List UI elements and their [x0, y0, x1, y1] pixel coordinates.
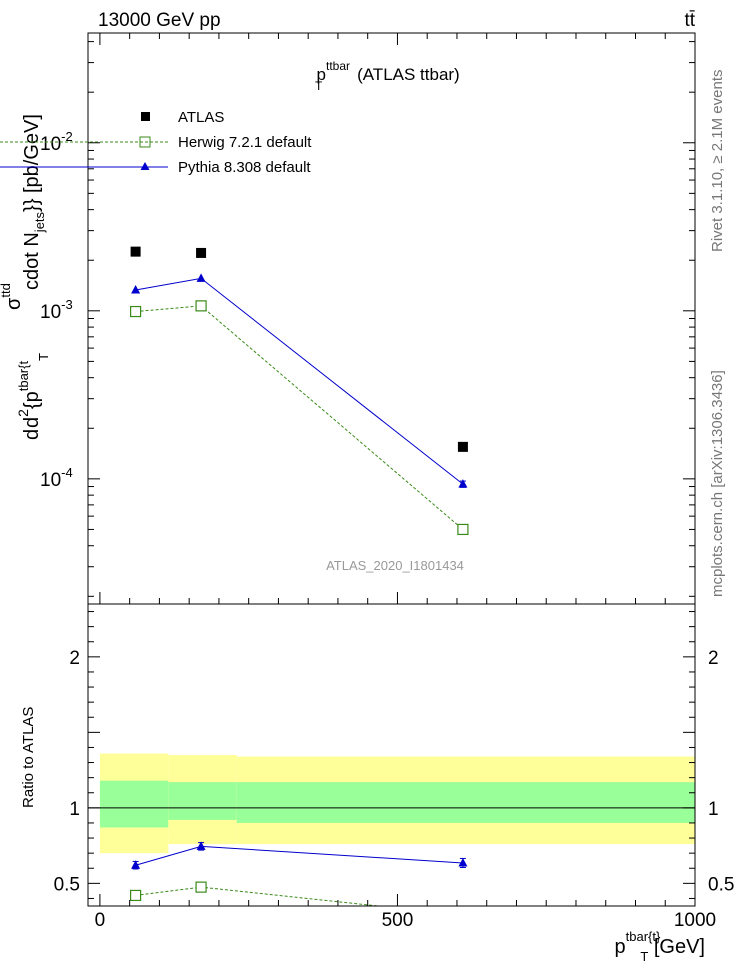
main-herwig-point: [130, 305, 142, 318]
legend: ATLAS Herwig 7.2.1 default Pythia 8.308 …: [0, 109, 312, 176]
header-left: 13000 GeV pp: [98, 10, 221, 31]
main-pythia-point: [196, 273, 206, 282]
legend-herwig-marker: [139, 136, 151, 148]
main-atlas-point: [196, 247, 207, 258]
ratio-y-tick-label-right: 2: [708, 648, 719, 669]
ratio-y-tick-label: 2: [69, 648, 80, 669]
ratio-herwig-point: [130, 889, 142, 902]
svg-text:σttd: σttd: [0, 283, 25, 310]
legend-pythia-marker: [140, 162, 150, 170]
ratio-pythia-point: [458, 857, 468, 867]
svg-text:d: d: [21, 429, 43, 440]
ratio-pythia-point: [196, 841, 206, 850]
main-herwig-line: [135, 305, 464, 530]
ratio-y-tick-label-right: 1: [708, 799, 719, 820]
band-inner-0: [99, 780, 169, 828]
main-atlas-point: [457, 441, 468, 452]
band-inner-2: [236, 782, 695, 823]
legend-pythia-label: Pythia 8.308 default: [178, 159, 311, 176]
ratio-y-tick-label: 1: [69, 799, 80, 820]
ratio-y-tick-label: 0.5: [54, 874, 80, 895]
main-pythia-line: [135, 277, 464, 485]
ratio-herwig-point: [195, 881, 207, 893]
chart-title: pttbar T (ATLAS ttbar): [315, 59, 460, 93]
legend-atlas-label: ATLAS: [178, 109, 224, 126]
axis-ticks: 10-2 10-3 10-4 0 500 1000 0.5 0.5 1 1 2 2: [40, 33, 734, 931]
band-inner-1: [168, 782, 237, 820]
legend-herwig-label: Herwig 7.2.1 default: [178, 134, 312, 151]
x-tick-label: 500: [382, 910, 414, 931]
rivet-label: Rivet 3.1.10, ≥ 2.1M events: [709, 70, 726, 253]
main-atlas-point: [130, 246, 141, 257]
main-y-tick-label: 10-3: [40, 297, 73, 323]
main-herwig-point: [457, 523, 469, 536]
legend-atlas-marker: [141, 112, 150, 121]
data-markers: [130, 246, 469, 902]
main-herwig-point: [195, 300, 207, 312]
watermark: ATLAS_2020_I1801434: [326, 558, 464, 573]
ratio-pythia-line: [135, 845, 463, 866]
ratio-herwig-line: [135, 886, 383, 906]
header-right: tt̄: [684, 10, 695, 31]
svg-text:cdot Njets}} [pb/GeV]: cdot Njets}} [pb/GeV]: [21, 114, 47, 290]
main-pythia-point: [458, 479, 468, 488]
main-y-axis-label: d d2{ptbar{tT σttd cdot Njets}} [pb/GeV]: [0, 114, 51, 440]
mcplots-label: mcplots.cern.ch [arXiv:1306.3436]: [709, 370, 726, 597]
x-tick-label: 0: [95, 910, 106, 931]
ratio-bands: [88, 753, 695, 854]
x-tick-label: 1000: [674, 910, 716, 931]
x-axis-label: ptbar{t} T [GeV]: [615, 929, 705, 964]
main-y-tick-label: 10-2: [40, 129, 73, 155]
main-pythia-point: [131, 284, 141, 294]
ratio-pythia-point: [131, 860, 141, 869]
ratio-y-tick-label-right: 0.5: [708, 874, 734, 895]
ratio-plot-frame: [87, 603, 696, 907]
svg-text:d2{ptbar{tT: d2{ptbar{tT: [15, 353, 51, 428]
ratio-y-axis-label: Ratio to ATLAS: [20, 707, 37, 808]
main-y-tick-label: 10-4: [40, 465, 73, 491]
